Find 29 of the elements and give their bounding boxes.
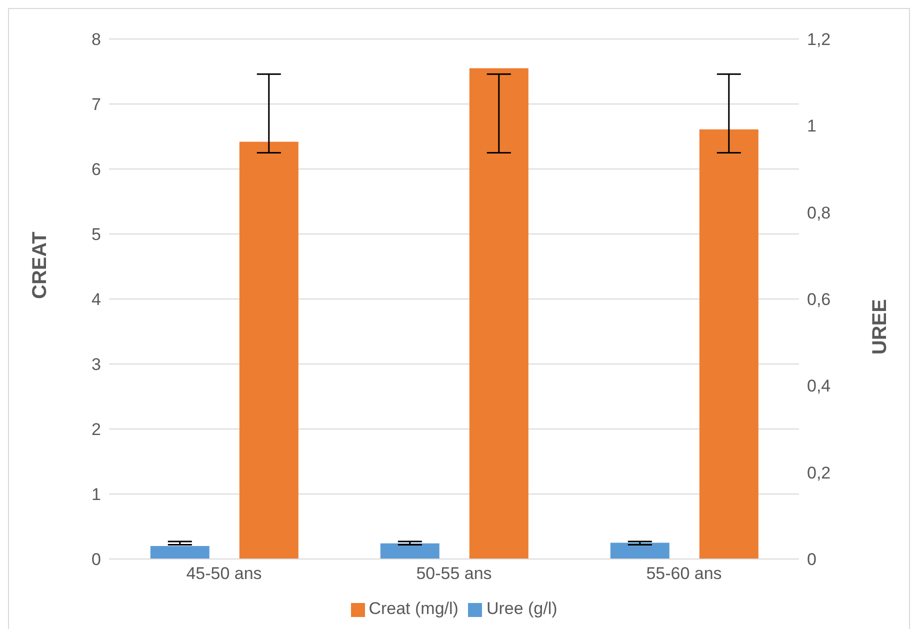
y-tick-label: 6: [92, 160, 101, 180]
bar: [469, 68, 528, 559]
y-tick-label: 2: [92, 420, 101, 440]
y-tick-label: 1: [92, 485, 101, 504]
legend-label: Creat (mg/l): [368, 599, 458, 618]
x-tick-label: 45-50 ans: [186, 564, 262, 584]
y-axis-title: CREAT: [29, 232, 52, 299]
y-tick-label: 3: [92, 355, 101, 374]
y-tick-label: 0: [92, 550, 101, 570]
bar: [239, 142, 298, 559]
bar: [699, 129, 758, 559]
y2-tick-label: 0,2: [807, 463, 831, 482]
y2-tick-label: 0,6: [807, 290, 831, 310]
bar: [150, 546, 210, 559]
legend-label: Uree (g/l): [486, 599, 558, 618]
bar: [380, 543, 440, 559]
x-tick-label: 55-60 ans: [646, 564, 722, 584]
y2-axis-title: UREE: [869, 299, 892, 355]
y2-tick-label: 0,8: [807, 203, 831, 222]
y-tick-label: 5: [92, 225, 101, 244]
x-tick-label: 50-55 ans: [416, 564, 492, 584]
y-tick-label: 7: [92, 95, 101, 114]
y2-tick-label: 1,2: [807, 30, 831, 50]
y-tick-label: 4: [92, 290, 101, 310]
y-tick-label: 8: [92, 30, 101, 50]
y2-tick-label: 0,4: [807, 376, 831, 396]
y2-tick-label: 1: [807, 116, 816, 136]
bar: [610, 542, 670, 559]
y2-tick-label: 0: [807, 550, 816, 570]
